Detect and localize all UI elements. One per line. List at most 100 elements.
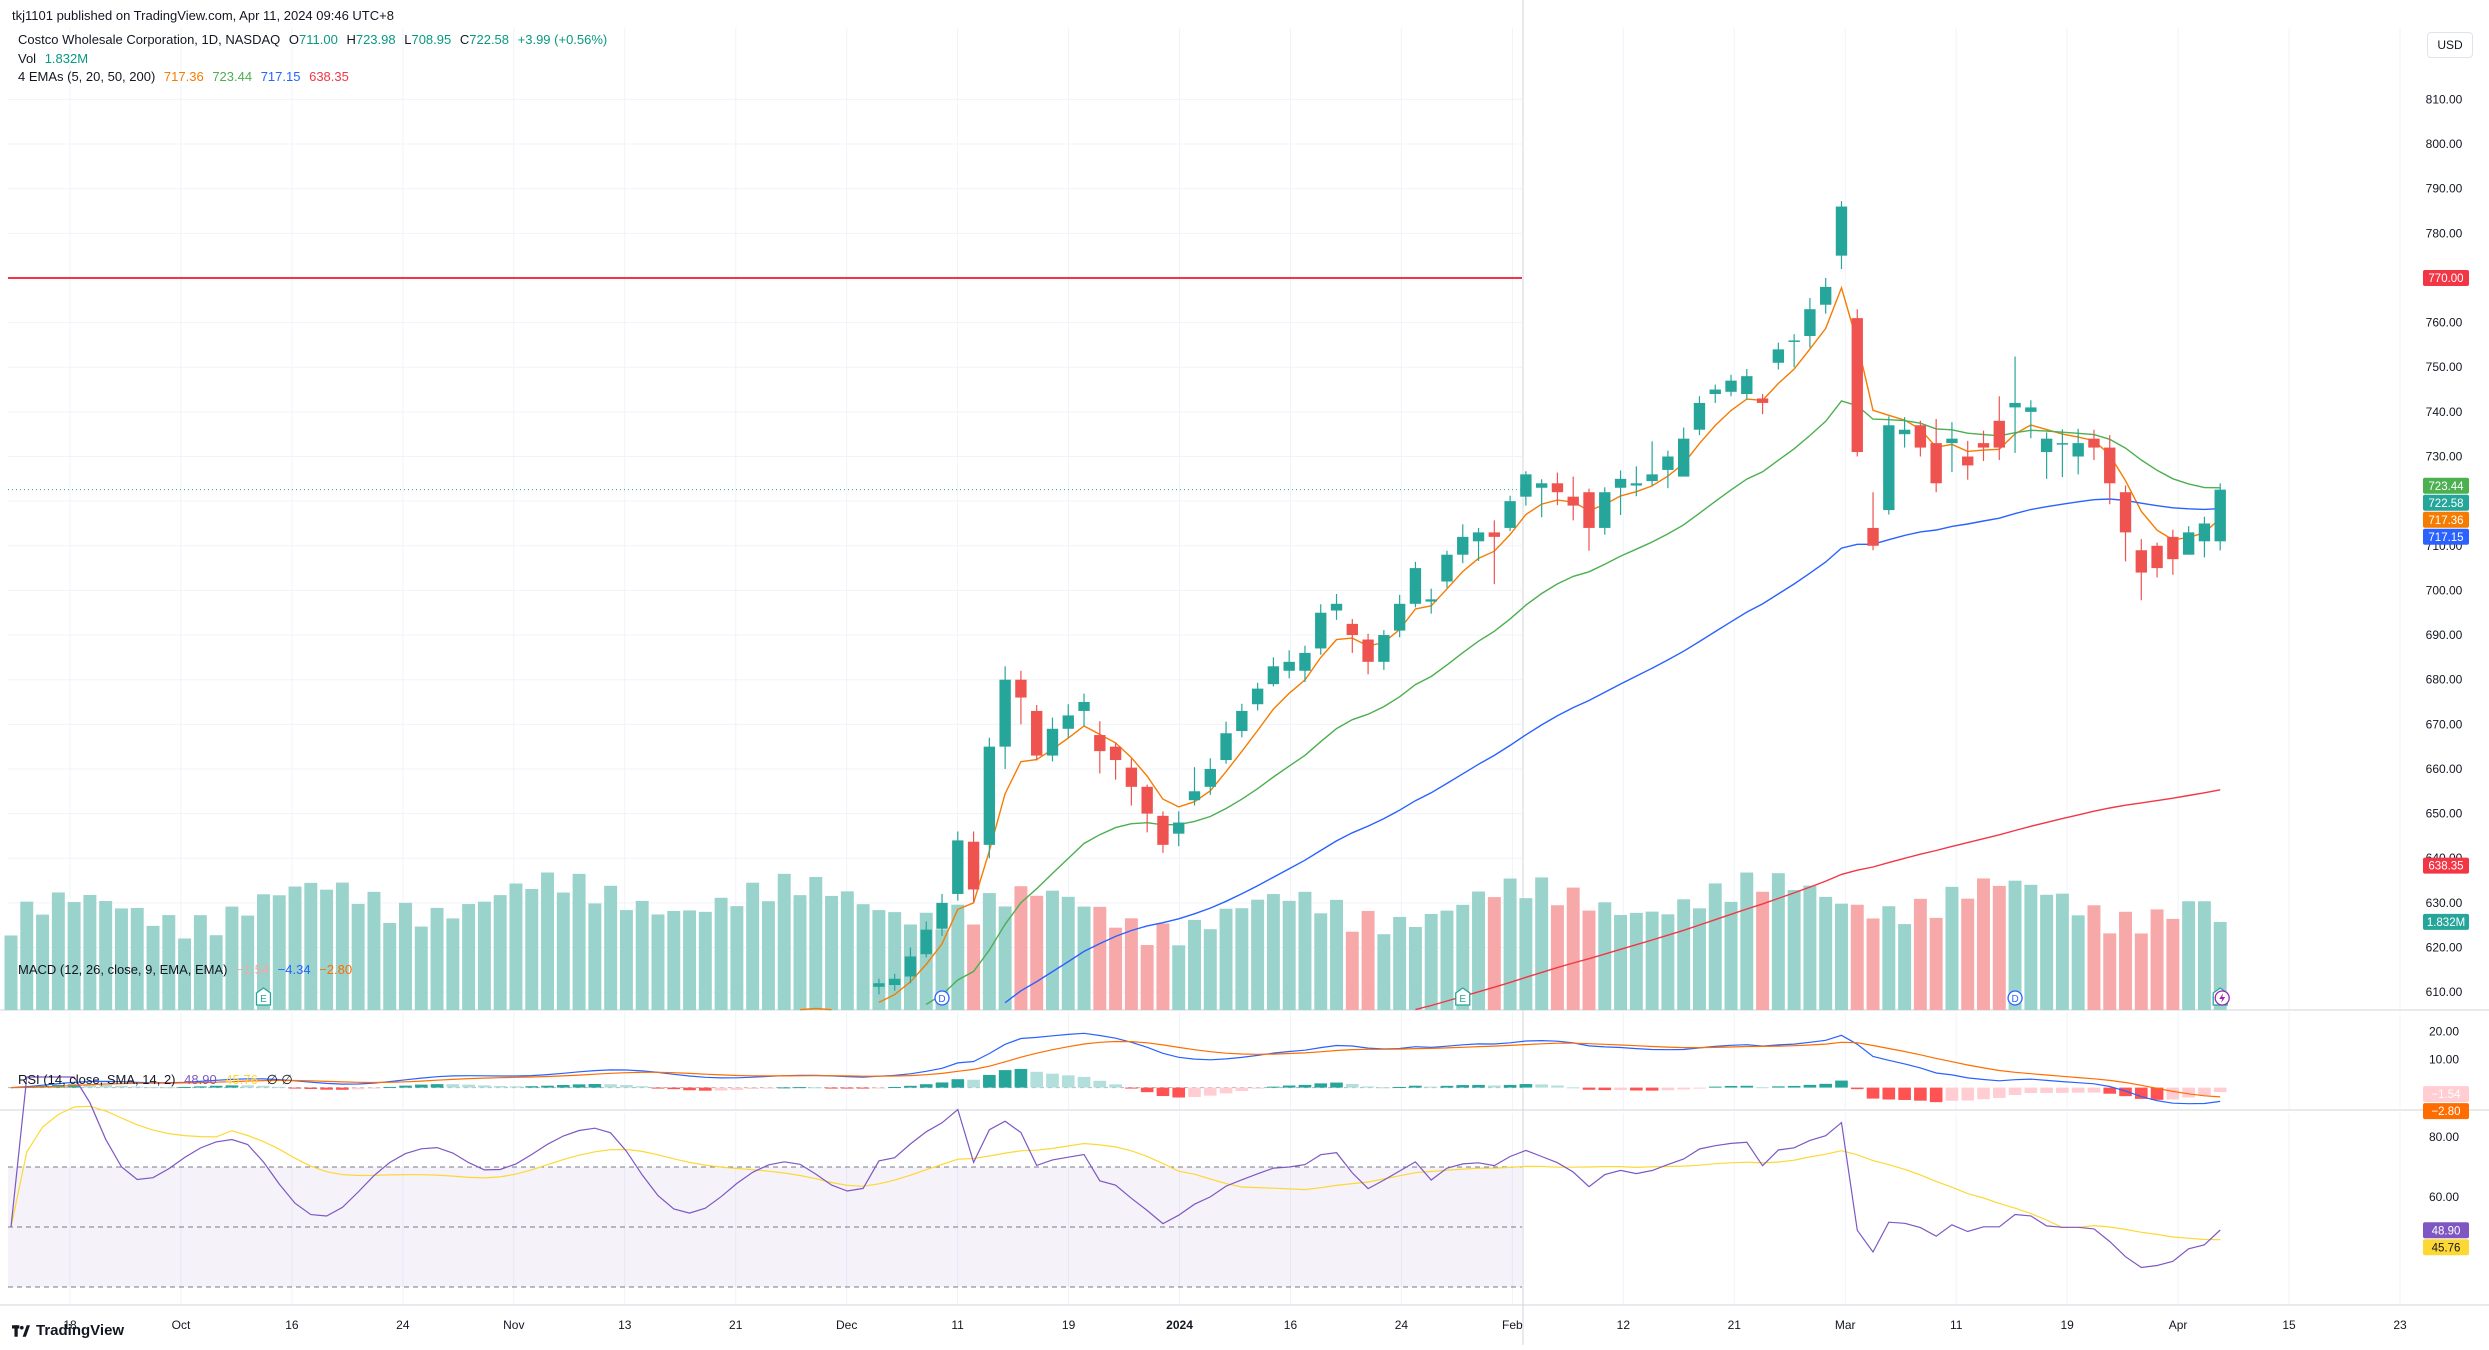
macd-hist-badge-text: −1.54	[2431, 1089, 2461, 1101]
macd-histogram-bar	[983, 1074, 996, 1088]
candle-body	[2167, 536, 2179, 560]
volume-bar	[1692, 908, 1706, 1010]
tradingview-logo[interactable]: TradingView	[12, 1322, 124, 1339]
time-tick-label: 11	[1950, 1318, 1963, 1332]
price-tick-label: 660.00	[2426, 762, 2463, 776]
rsi-extra: ∅ ∅	[266, 1072, 293, 1087]
low-label: L	[404, 32, 412, 47]
macd-histogram-bar	[1077, 1076, 1091, 1088]
price-tick-label: 780.00	[2426, 226, 2463, 240]
volume-bar	[1882, 906, 1896, 1010]
price-badge	[2423, 494, 2469, 511]
currency-button[interactable]: USD	[2427, 32, 2473, 58]
volume-legend: Vol 1.832M	[18, 51, 93, 66]
volume-bar	[2197, 901, 2211, 1010]
candle-body	[2214, 489, 2226, 542]
macd-histogram-bar	[336, 1087, 349, 1090]
price-tick-label: 670.00	[2426, 717, 2463, 731]
price-tick-label: 700.00	[2426, 583, 2463, 597]
candle-body	[1472, 532, 1485, 542]
macd-histogram-bar	[1961, 1087, 1975, 1101]
volume-bar	[1819, 896, 1833, 1010]
candle-body	[1378, 635, 1390, 662]
dividend-marker	[2007, 990, 2023, 1006]
volume-bar	[1188, 919, 1201, 1010]
macd-histogram-bar	[2134, 1087, 2148, 1099]
macd-histogram-bar	[1172, 1087, 1186, 1098]
price-badge-text: 717.36	[2428, 515, 2463, 527]
time-tick-label: 21	[729, 1318, 743, 1332]
candle-body	[1046, 728, 1059, 756]
candle-body	[888, 978, 901, 986]
volume-label[interactable]: Vol	[18, 51, 37, 66]
rsi-badge-text: 48.90	[2432, 1225, 2461, 1237]
candle-body	[1851, 318, 1863, 453]
macd-signal-badge-text: −2.80	[2431, 1106, 2460, 1118]
price-tick-label: 690.00	[2426, 628, 2463, 642]
candle-body	[1756, 398, 1769, 403]
axes: 810.00 800.00 790.00 780.00 770.00 760.00 750.…	[63, 92, 2462, 1332]
volume-bar	[1408, 926, 1422, 1010]
volume-bar	[399, 902, 412, 1010]
macd-histogram-bar	[1992, 1087, 2006, 1098]
volume-bar	[1708, 883, 1722, 1010]
macd-histogram-bar	[509, 1086, 523, 1088]
macd-histogram-bar	[1929, 1087, 1943, 1103]
candle-body	[1677, 438, 1690, 477]
candle-body	[1804, 309, 1816, 336]
macd-histogram-bar	[1787, 1085, 1801, 1088]
macd-histogram-bar	[2182, 1087, 2195, 1098]
resistance-price-badge-text: 770.00	[2428, 273, 2463, 285]
macd-histogram-bar	[1156, 1087, 1170, 1097]
main-legend: Costco Wholesale Corporation, 1D, NASDAQ…	[18, 32, 612, 47]
price-badge	[2423, 857, 2469, 874]
macd-histogram-bar	[241, 1085, 255, 1088]
macd-histogram-bar	[1440, 1085, 1454, 1088]
event-marker-label: E	[1459, 994, 1466, 1005]
candle-body	[967, 841, 980, 890]
volume-bar	[241, 915, 255, 1010]
time-tick-label: 19	[1062, 1318, 1076, 1332]
candle-body	[1204, 768, 1216, 787]
ema-label[interactable]: 4 EMAs (5, 20, 50, 200)	[18, 69, 156, 84]
macd-tick-label: 10.00	[2429, 1053, 2459, 1067]
volume-bar	[99, 901, 113, 1010]
time-tick-label: 12	[1617, 1318, 1631, 1332]
volume-bar	[1582, 910, 1596, 1010]
volume-bar	[1361, 910, 1375, 1010]
candle-body	[920, 929, 932, 955]
macd-histogram-bar	[1377, 1087, 1391, 1089]
rsi-badge	[2423, 1222, 2469, 1239]
macd-label[interactable]: MACD (12, 26, close, 9, EMA, EMA)	[18, 962, 228, 977]
volume-bars	[4, 872, 2227, 1010]
volume-bar	[1393, 916, 1407, 1010]
rsi-label[interactable]: RSI (14, close, SMA, 14, 2)	[18, 1072, 176, 1087]
macd-histogram-bar	[1850, 1087, 1864, 1090]
candle-body	[1993, 420, 2005, 448]
ema-line	[1415, 789, 2221, 1011]
rsi-value: 48.90	[184, 1072, 217, 1087]
time-tick-label: 19	[2060, 1318, 2074, 1332]
macd-histogram-bar	[951, 1079, 965, 1088]
candles	[873, 201, 2226, 995]
symbol-title[interactable]: Costco Wholesale Corporation, 1D, NASDAQ	[18, 32, 281, 47]
volume-bar	[1014, 886, 1028, 1010]
volume-bar	[114, 908, 128, 1010]
volume-bar	[383, 923, 397, 1010]
volume-bar	[793, 895, 807, 1010]
candle-body	[873, 983, 885, 987]
macd-histogram-bar	[1330, 1082, 1343, 1088]
volume-badge-text: 1.832M	[2427, 917, 2465, 929]
volume-bar	[1961, 898, 1975, 1010]
candle-body	[1188, 791, 1201, 801]
macd-histogram-bar	[1188, 1087, 1201, 1098]
volume-bar	[1172, 945, 1186, 1010]
macd-histogram-bar	[1708, 1086, 1722, 1088]
macd-histogram-bar	[872, 1087, 886, 1089]
macd-histogram-bar	[194, 1086, 207, 1088]
macd-histogram-bar	[320, 1087, 333, 1090]
macd-histogram-bar	[793, 1087, 807, 1089]
volume-bar	[667, 910, 681, 1010]
